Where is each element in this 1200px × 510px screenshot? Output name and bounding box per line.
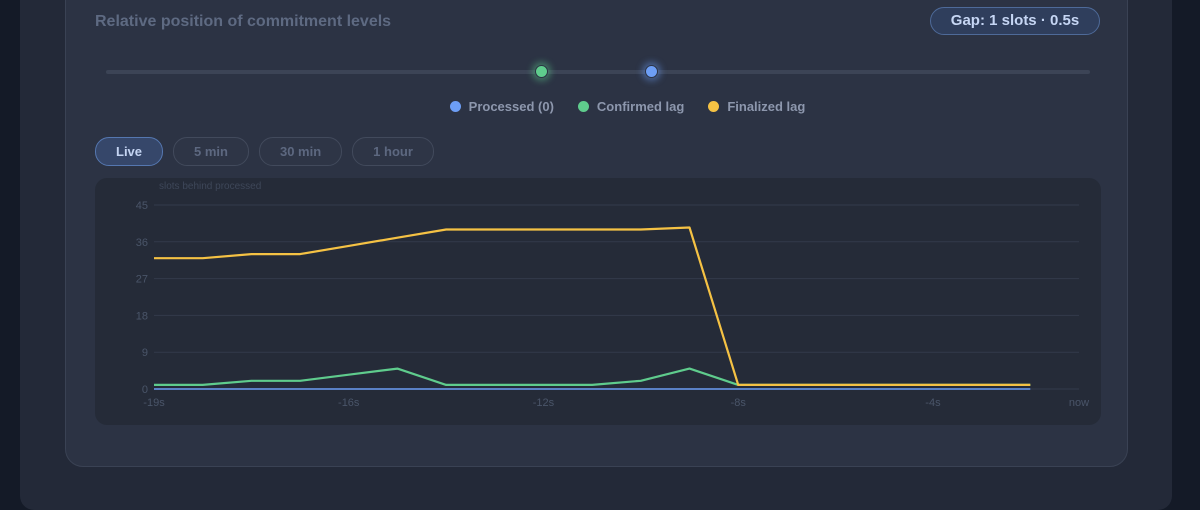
x-tick-label: -4s — [925, 397, 941, 409]
commitment-track — [106, 70, 1090, 74]
legend-label: Confirmed lag — [596, 99, 685, 114]
x-tick-label: -19s — [143, 397, 165, 409]
y-tick-label: 0 — [142, 384, 148, 396]
legend-item-confirmed: Confirmed lag — [577, 99, 685, 114]
commitment-card: Relative position of commitment levels G… — [65, 0, 1128, 467]
y-axis-title: slots behind processed — [159, 181, 262, 192]
confirmed-swatch-icon — [577, 101, 589, 112]
finalized-lag-series-line — [154, 226, 1031, 386]
time-range-selector: Live 5 min 30 min 1 hour — [95, 137, 434, 166]
legend-item-finalized: Finalized lag — [708, 99, 805, 114]
y-tick-label: 27 — [136, 274, 148, 286]
confirmed-position-marker — [535, 65, 548, 78]
finalized-swatch-icon — [708, 101, 720, 112]
processed-swatch-icon — [449, 101, 461, 112]
card-title: Relative position of commitment levels — [95, 13, 392, 30]
y-tick-label: 9 — [142, 347, 148, 359]
lag-chart: slots behind processed 45 36 27 18 9 0 -19s -16… — [95, 178, 1101, 425]
range-1hour-button[interactable]: 1 hour — [352, 137, 434, 166]
range-5min-button[interactable]: 5 min — [173, 137, 249, 166]
x-tick-label: -8s — [731, 397, 747, 409]
legend-label: Processed (0) — [468, 99, 554, 114]
x-tick-label: -12s — [533, 397, 555, 409]
confirmed-lag-series-line — [154, 367, 1031, 386]
x-tick-label: -16s — [338, 397, 360, 409]
processed-position-marker — [645, 65, 658, 78]
range-30min-button[interactable]: 30 min — [258, 137, 343, 166]
gap-badge: Gap: 1 slots · 0.5s — [930, 7, 1100, 35]
range-live-button[interactable]: Live — [95, 137, 164, 166]
y-tick-label: 18 — [136, 310, 148, 322]
legend-item-processed: Processed (0) — [449, 99, 554, 114]
legend: Processed (0) Confirmed lag Finalized la… — [66, 99, 1129, 114]
legend-label: Finalized lag — [727, 99, 806, 114]
y-tick-label: 45 — [136, 200, 148, 212]
lag-chart-svg: 45 36 27 18 9 0-19s -16s -12s -8s -4s now — [136, 200, 1089, 409]
y-tick-label: 36 — [136, 237, 148, 249]
x-tick-label: now — [1069, 397, 1089, 409]
